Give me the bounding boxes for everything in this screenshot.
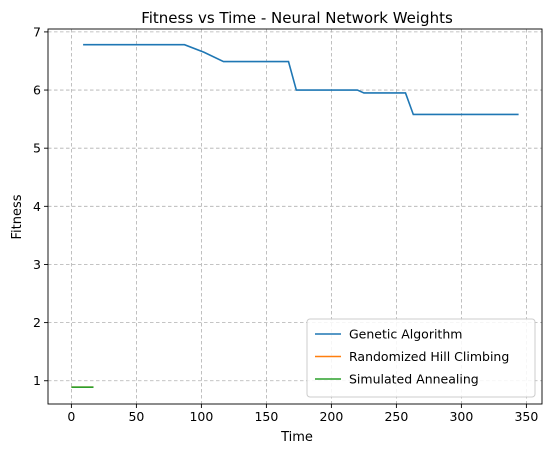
legend-label: Genetic Algorithm [349, 327, 462, 342]
chart-title: Fitness vs Time - Neural Network Weights [141, 9, 453, 27]
legend: Genetic Algorithm Randomized Hill Climbin… [306, 318, 536, 398]
x-tick-label: 350 [514, 409, 538, 424]
x-tick-label: 50 [128, 409, 144, 424]
y-tick-label: 2 [33, 315, 41, 330]
y-tick-label: 6 [33, 83, 41, 98]
grid-layer [48, 29, 542, 404]
x-tick-label: 300 [449, 409, 473, 424]
x-tick-label: 100 [189, 409, 213, 424]
x-tick-label: 150 [254, 409, 278, 424]
y-axis-label: Fitness [10, 194, 25, 239]
ticks-layer: 0 50 100 150 200 250 300 350 1 2 3 4 5 6 7 [33, 24, 538, 424]
series-line-genetic-algorithm [83, 43, 519, 116]
x-axis-label: Time [280, 430, 313, 445]
y-tick-label: 1 [33, 373, 41, 388]
series-layer [71, 43, 519, 388]
plot-frame [47, 28, 543, 405]
y-tick-label: 4 [33, 199, 41, 214]
y-tick-label: 3 [33, 257, 41, 272]
x-tick-label: 250 [384, 409, 408, 424]
y-tick-label: 5 [33, 141, 41, 156]
y-tick-label: 7 [33, 24, 41, 39]
x-tick-label: 0 [67, 409, 75, 424]
legend-box [306, 318, 536, 398]
legend-label: Randomized Hill Climbing [349, 349, 509, 364]
x-tick-label: 200 [319, 409, 343, 424]
legend-label: Simulated Annealing [349, 372, 479, 387]
